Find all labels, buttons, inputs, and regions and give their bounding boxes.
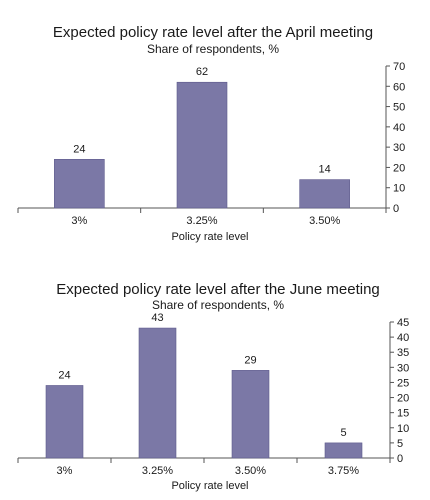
chart-2-y-tick-label: 45 bbox=[397, 317, 409, 329]
chart-2-y-tick-label: 35 bbox=[397, 347, 409, 359]
chart-1-category-label: 3% bbox=[71, 215, 87, 227]
chart-1-y-tick-label: 60 bbox=[393, 81, 405, 93]
chart-2-bar bbox=[231, 370, 270, 459]
chart-1-subtitle: Share of respondents, % bbox=[147, 42, 279, 56]
chart-2-bar bbox=[138, 327, 177, 459]
chart-2-bar bbox=[45, 385, 84, 459]
chart-1-plot: 0 10 20 30 40 50 60 70 24 3% 62 3.25% 14 3.50% bbox=[17, 61, 405, 227]
chart-2-category-label: 3% bbox=[57, 465, 73, 477]
chart-1-y-tick-label: 0 bbox=[393, 203, 399, 215]
chart-1-data-label: 62 bbox=[196, 66, 208, 78]
chart-2-category-label: 3.25% bbox=[142, 465, 173, 477]
chart-2-data-label: 5 bbox=[340, 427, 346, 439]
chart-1-y-tick-label: 10 bbox=[393, 183, 405, 195]
chart-1-data-label: 24 bbox=[73, 143, 85, 155]
chart-1-bar bbox=[176, 81, 228, 209]
chart-2-y-tick-label: 40 bbox=[397, 332, 409, 344]
chart-2-y-tick-label: 15 bbox=[397, 408, 409, 420]
chart-1-x-axis-label: Policy rate level bbox=[171, 231, 248, 243]
chart-2-y-tick-label: 0 bbox=[397, 453, 403, 465]
chart-1-data-label: 14 bbox=[319, 164, 331, 176]
chart-2-y-tick-label: 5 bbox=[397, 438, 403, 450]
chart-1-y-tick-label: 70 bbox=[393, 61, 405, 73]
chart-2-data-label: 24 bbox=[58, 369, 70, 381]
chart-2-data-label: 43 bbox=[151, 312, 163, 324]
chart-1-y-tick-label: 20 bbox=[393, 162, 405, 174]
chart-1-bar bbox=[299, 179, 350, 209]
chart-2-x-axis-label: Policy rate level bbox=[171, 480, 248, 492]
chart-1-y-tick-label: 50 bbox=[393, 102, 405, 114]
chart-2-title: Expected policy rate level after the Jun… bbox=[56, 281, 380, 298]
chart-2-y-tick-label: 20 bbox=[397, 393, 409, 405]
chart-1-y-tick-label: 30 bbox=[393, 142, 405, 154]
chart-2-bar bbox=[324, 442, 363, 459]
chart-1-category-label: 3.25% bbox=[186, 215, 217, 227]
chart-1-bar bbox=[54, 159, 105, 209]
chart-1-title: Expected policy rate level after the Apr… bbox=[53, 24, 373, 41]
chart-2-y-tick-label: 30 bbox=[397, 362, 409, 374]
chart-2-data-label: 29 bbox=[244, 354, 256, 366]
chart-2-plot: 0 5 10 15 20 25 30 35 40 45 24 3% 43 3.25% 29 3.50% 5 3.7… bbox=[17, 312, 409, 477]
chart-2-y-tick-label: 10 bbox=[397, 423, 409, 435]
chart-1-category-label: 3.50% bbox=[309, 215, 340, 227]
chart-2-subtitle: Share of respondents, % bbox=[152, 298, 284, 312]
chart-2-y-tick-label: 25 bbox=[397, 377, 409, 389]
chart-1-y-tick-label: 40 bbox=[393, 122, 405, 134]
chart-2-category-label: 3.75% bbox=[328, 465, 359, 477]
chart-2-category-label: 3.50% bbox=[235, 465, 266, 477]
